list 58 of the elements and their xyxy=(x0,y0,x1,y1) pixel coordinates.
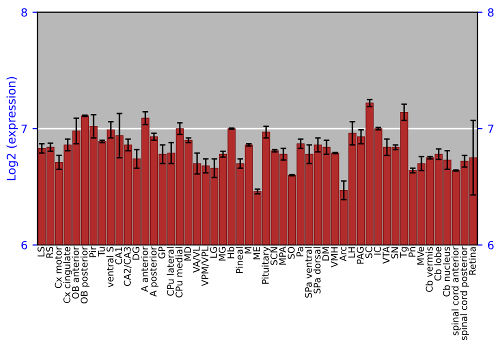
x-tick-label: LH xyxy=(348,247,355,258)
x-tick-label: VTA xyxy=(382,246,390,264)
x-tick-label: SCN xyxy=(270,247,278,265)
y2-tick-label: 6 xyxy=(488,240,494,250)
x-tick-label: DG xyxy=(132,247,140,260)
x-tick-label: LG xyxy=(210,247,218,258)
x-tick-label: Cb nucleus xyxy=(442,246,450,296)
x-tick-label: Hb xyxy=(227,246,234,258)
x-tick-label: DM xyxy=(322,247,330,260)
x-tick-label: OB posterior xyxy=(80,246,90,304)
x-tick-label: VMH xyxy=(330,247,338,268)
x-tick-label: A posterior xyxy=(150,246,158,297)
y-tick-label: 7 xyxy=(22,124,27,133)
x-tick-label: Cx motor xyxy=(54,246,62,288)
x-tick-label: Pituitary xyxy=(262,246,271,284)
x-tick-label: SPa ventral xyxy=(304,247,312,298)
x-tick-label: RS xyxy=(46,246,54,258)
x-tick-label: IC xyxy=(374,246,381,255)
x-tick-label: VPM/VPL xyxy=(202,246,210,286)
y-tick-label: 6 xyxy=(21,240,28,250)
x-tick-label: Arc xyxy=(340,246,346,262)
x-tick-label: CPu medial xyxy=(175,247,183,298)
x-tick-label: MD xyxy=(184,246,192,260)
y-tick-label: 8 xyxy=(21,8,28,17)
x-tick-label: Cb vermis xyxy=(426,246,433,292)
x-tick-label: Tu xyxy=(98,247,105,256)
x-tick-label: Pa xyxy=(296,247,304,256)
x-tick-label: Pn xyxy=(408,247,416,257)
y-axis-title: Log2 (expression) xyxy=(6,77,18,180)
x-tick-label: SN xyxy=(391,247,398,258)
x-tick-label: SO xyxy=(288,246,295,259)
x-tick-label: SPa dorsal xyxy=(313,247,321,294)
x-tick-label: GP xyxy=(158,246,166,259)
x-tick-label: spinal cord anterior xyxy=(451,246,460,336)
x-tick-label: MPA xyxy=(279,246,286,265)
x-tick-label: ME xyxy=(253,246,260,260)
x-tick-label: spinal cord posterior xyxy=(460,246,469,340)
x-tick-label: A anterior xyxy=(140,246,148,292)
x-tick-label: Cx cingulate xyxy=(63,246,72,304)
x-tick-label: Pineal xyxy=(236,247,243,273)
x-tick-label: Retina xyxy=(468,247,476,275)
x-tick-label: CA2/CA3 xyxy=(124,247,132,286)
x-tick-label: CPu lateral xyxy=(166,247,174,296)
x-tick-label: Tg xyxy=(400,247,409,258)
x-tick-label: SC xyxy=(365,246,372,258)
x-tick-label: VA/VL xyxy=(192,246,200,273)
x-tick-label: Pir xyxy=(89,246,96,258)
x-tick-label: PAG xyxy=(356,247,364,264)
x-tick-label: CA1 xyxy=(115,247,122,264)
x-tick-label: MVe xyxy=(417,246,424,265)
y2-tick-label: 8 xyxy=(488,8,494,17)
y2-tick-label: 7 xyxy=(488,124,494,133)
x-tick-label: MG xyxy=(218,247,226,260)
x-tick-label: ventral S xyxy=(106,246,114,288)
x-tick-label: M xyxy=(244,247,252,254)
x-tick-label: Cb lobe xyxy=(434,246,442,281)
x-tick-label: LS xyxy=(38,246,44,256)
x-tick-label: OB anterior xyxy=(72,246,79,299)
